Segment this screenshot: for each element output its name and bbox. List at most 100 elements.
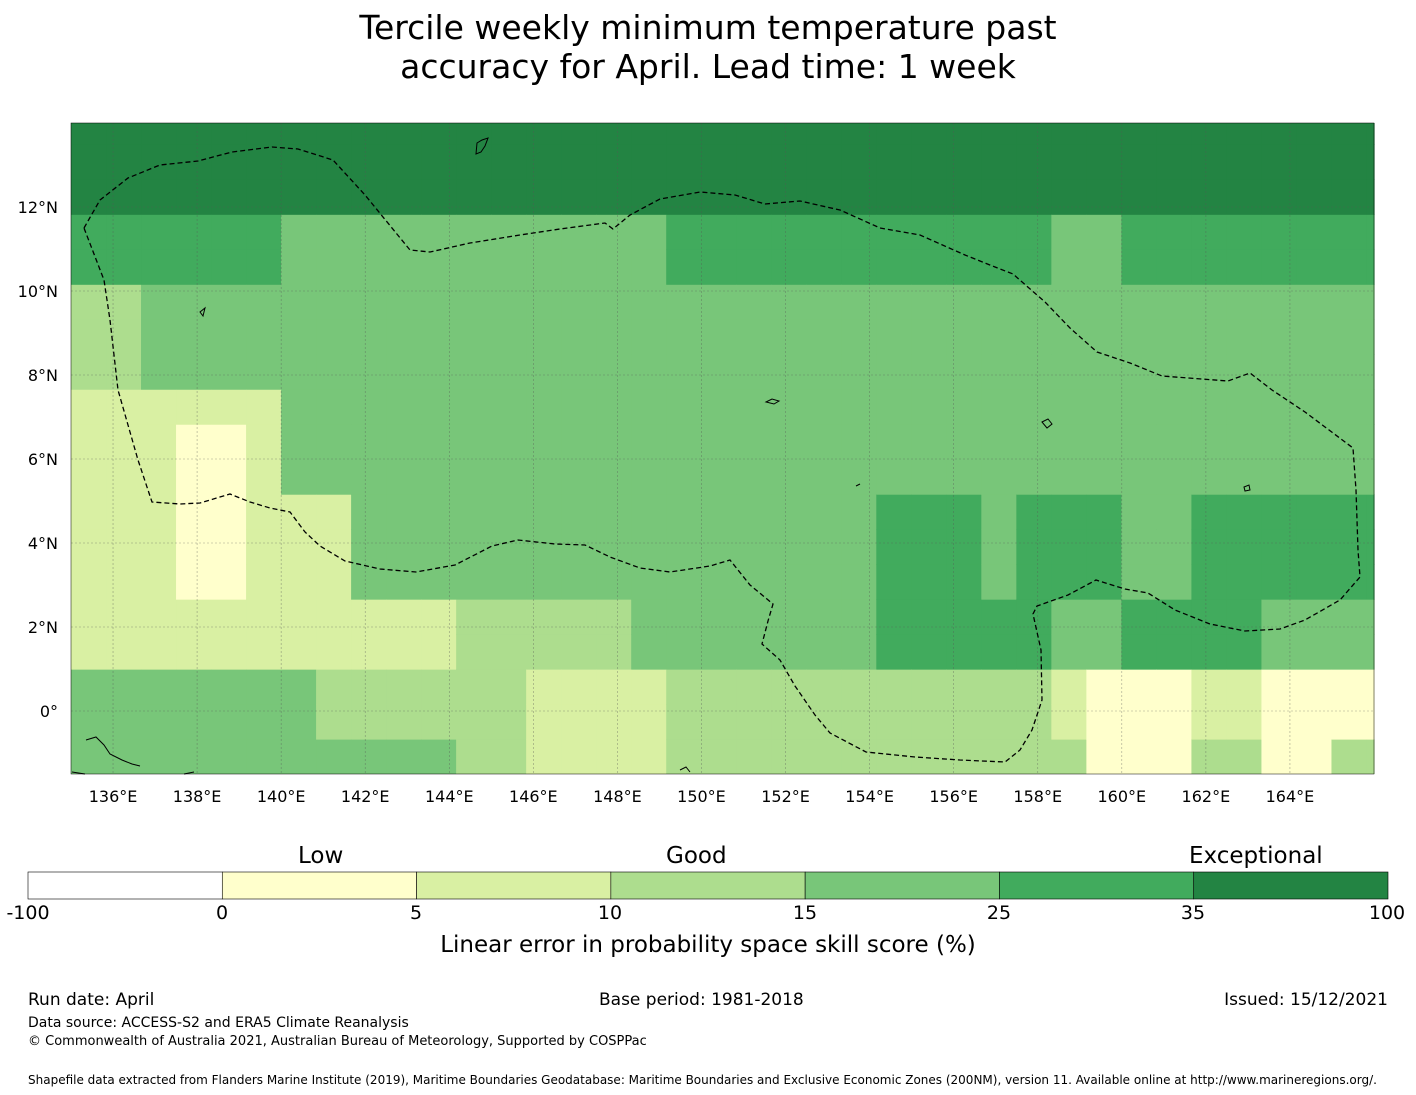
grid-cell — [666, 354, 702, 390]
grid-cell — [561, 424, 597, 460]
grid-cell — [316, 123, 352, 145]
grid-cell — [841, 424, 877, 460]
grid-cell — [526, 389, 562, 425]
grid-cell — [841, 123, 877, 145]
grid-cell — [1121, 214, 1157, 250]
longitude-tick: 162°E — [1182, 787, 1231, 806]
grid-cell — [666, 389, 702, 425]
grid-cell — [351, 459, 387, 495]
grid-cell — [701, 599, 737, 635]
grid-cell — [246, 704, 282, 740]
grid-cell — [1051, 529, 1087, 565]
grid-cell — [281, 704, 317, 740]
map-title-line-1: Tercile weekly minimum temperature past — [359, 8, 1057, 47]
grid-cell — [1226, 284, 1263, 320]
grid-cell — [1366, 319, 1375, 355]
grid-cell — [561, 354, 597, 390]
eez-boundary — [83, 146, 1361, 763]
grid-cell — [316, 669, 352, 705]
grid-cell — [666, 249, 702, 285]
grid-cell — [1016, 214, 1052, 250]
grid-cell — [71, 179, 107, 215]
grid-cell — [981, 564, 1017, 600]
grid-cell — [176, 459, 212, 495]
grid-cell — [1086, 704, 1122, 740]
grid-cell — [1296, 354, 1333, 390]
grid-cell — [806, 494, 842, 530]
grid-cell — [211, 354, 247, 390]
grid-cell — [351, 144, 387, 180]
grid-cell — [1191, 739, 1228, 774]
grid-cell — [106, 123, 142, 145]
grid-cell — [1121, 144, 1157, 180]
colorbar-tick: -100 — [6, 902, 50, 924]
grid-cell — [736, 704, 772, 740]
grid-cell — [421, 494, 457, 530]
grid-cell — [141, 599, 177, 635]
grid-cell — [911, 634, 947, 670]
grid-cell — [596, 669, 632, 705]
grid-cell — [316, 599, 352, 635]
grid-cell — [1331, 669, 1368, 705]
grid-cell — [456, 214, 492, 250]
grid-cell — [316, 704, 352, 740]
island-outlines — [71, 137, 1251, 775]
grid-cell — [631, 214, 667, 250]
grid-cell — [1366, 704, 1375, 740]
grid-cell — [806, 214, 842, 250]
grid-cell — [281, 424, 317, 460]
grid-cell — [141, 669, 177, 705]
grid-cell — [771, 319, 807, 355]
grid-cell — [631, 739, 667, 774]
grid-cell — [736, 634, 772, 670]
grid-cell — [211, 144, 247, 180]
grid-cell — [946, 319, 982, 355]
grid-cell — [71, 669, 107, 705]
grid-cell — [246, 319, 282, 355]
grid-cell — [1016, 249, 1052, 285]
grid-cell — [71, 284, 107, 320]
grid-cell — [106, 214, 142, 250]
grid-cell — [561, 564, 597, 600]
grid-cell — [1191, 284, 1228, 320]
grid-cell — [736, 123, 772, 145]
grid-cell — [1191, 249, 1228, 285]
grid-cell — [631, 144, 667, 180]
grid-cell — [596, 389, 632, 425]
grid-cell — [1191, 704, 1228, 740]
grid-cell — [1086, 354, 1122, 390]
grid-cell — [1226, 494, 1263, 530]
grid-cell — [281, 354, 317, 390]
grid-cell — [1261, 529, 1298, 565]
grid-cell — [981, 319, 1017, 355]
grid-cell — [1366, 669, 1375, 705]
grid-cell — [1331, 249, 1368, 285]
grid-cell — [631, 249, 667, 285]
grid-cell — [981, 704, 1017, 740]
grid-cell — [211, 494, 247, 530]
grid-cell — [876, 424, 912, 460]
grid-cell — [1051, 599, 1087, 635]
grid-cell — [1261, 704, 1298, 740]
grid-cell — [631, 529, 667, 565]
grid-cell — [841, 459, 877, 495]
grid-cell — [701, 354, 737, 390]
grid-cell — [106, 459, 142, 495]
grid-cell — [946, 214, 982, 250]
grid-cell — [526, 319, 562, 355]
grid-cell — [631, 494, 667, 530]
longitude-tick: 164°E — [1266, 787, 1315, 806]
grid-cell — [421, 424, 457, 460]
grid-cell — [1296, 179, 1333, 215]
grid-cell — [596, 494, 632, 530]
grid-cell — [176, 739, 212, 774]
grid-cell — [981, 529, 1017, 565]
grid-cell — [1331, 179, 1368, 215]
grid-cell — [911, 389, 947, 425]
grid-cell — [1086, 634, 1122, 670]
grid-cell — [421, 669, 457, 705]
grid-cell — [281, 249, 317, 285]
grid-cell — [701, 494, 737, 530]
grid-cell — [421, 284, 457, 320]
grid-cell — [1156, 354, 1193, 390]
